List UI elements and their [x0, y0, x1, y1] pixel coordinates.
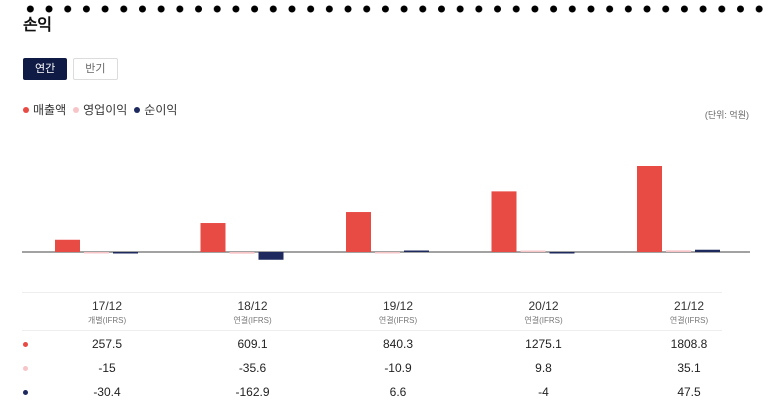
bar-revenue-19-12[interactable]: [346, 212, 371, 252]
operating-profit-dot-icon: [73, 106, 80, 113]
bar-net-income-20-12[interactable]: [549, 252, 575, 254]
bar-operating-profit-20-12[interactable]: [520, 250, 546, 253]
period-label: 19/12: [382, 299, 414, 313]
bar-operating-profit-17-12[interactable]: [84, 252, 109, 254]
legend-label: 영업이익: [83, 103, 128, 117]
value-cell-operating-profit: -10.9: [384, 361, 412, 375]
period-header: 18/12 연결(IFRS): [193, 299, 313, 326]
period-header: 17/12 개별(IFRS): [47, 299, 167, 326]
net-income-dot-icon: [134, 106, 141, 113]
unit-label: (단위: 억원): [704, 110, 749, 120]
bar-net-income-19-12[interactable]: [404, 250, 429, 253]
value-cell-revenue: 1275.1: [525, 337, 562, 351]
accounting-basis-label: 연결(IFRS): [233, 316, 272, 325]
section-title: 손익: [23, 17, 52, 34]
dotted-divider: [21, 4, 773, 14]
period-label: 20/12: [528, 299, 559, 313]
value-cell-revenue: 609.1: [237, 337, 268, 351]
legend-item-revenue: 매출액: [23, 101, 66, 118]
legend-label: 순이익: [144, 103, 178, 117]
value-cell-operating-profit: -35.6: [238, 361, 267, 375]
bar-operating-profit-21-12[interactable]: [666, 250, 691, 252]
value-cell-net-income: -30.4: [93, 385, 121, 399]
value-cell-net-income: -4: [538, 385, 549, 399]
value-cell-net-income: 6.6: [389, 385, 407, 399]
period-label: 21/12: [673, 299, 705, 313]
operating-profit-row-dot-icon: [23, 366, 28, 371]
bar-revenue-17-12[interactable]: [55, 239, 80, 252]
chart-legend: 매출액 영업이익 순이익: [23, 101, 177, 118]
bar-revenue-18-12[interactable]: [200, 223, 226, 252]
value-cell-revenue: 257.5: [91, 337, 123, 351]
accounting-basis-label: 연결(IFRS): [378, 316, 418, 325]
net-income-row-dot-icon: [23, 390, 28, 395]
accounting-basis-label: 연결(IFRS): [524, 316, 563, 325]
period-header: 21/12 연결(IFRS): [629, 299, 749, 326]
revenue-row-dot-icon: [23, 342, 28, 347]
period-label: 17/12: [91, 299, 123, 313]
value-cell-operating-profit: 9.8: [535, 361, 552, 375]
bar-operating-profit-18-12[interactable]: [229, 252, 255, 254]
value-cell-revenue: 840.3: [382, 337, 414, 351]
bar-net-income-21-12[interactable]: [695, 249, 720, 252]
value-cell-net-income: 47.5: [677, 385, 701, 399]
revenue-dot-icon: [23, 106, 29, 113]
value-cell-net-income: -162.9: [235, 385, 270, 399]
bar-chart: [22, 166, 750, 260]
bar-net-income-17-12[interactable]: [113, 252, 138, 254]
period-header: 20/12 연결(IFRS): [484, 299, 604, 326]
tab-half-year[interactable]: 반기: [73, 58, 118, 80]
table-top-divider: [22, 292, 722, 293]
bar-operating-profit-19-12[interactable]: [375, 252, 400, 254]
table-header-divider: [22, 330, 722, 331]
bar-revenue-20-12[interactable]: [491, 191, 517, 252]
value-cell-revenue: 1808.8: [670, 337, 708, 351]
value-cell-operating-profit: -15: [98, 361, 116, 375]
legend-label: 매출액: [33, 103, 67, 117]
period-tabs: 연간 반기: [23, 58, 118, 80]
value-cell-operating-profit: 35.1: [677, 361, 701, 375]
accounting-basis-label: 개별(IFRS): [87, 316, 127, 325]
bar-revenue-21-12[interactable]: [637, 166, 662, 252]
accounting-basis-label: 연결(IFRS): [669, 316, 709, 325]
bar-net-income-18-12[interactable]: [258, 252, 284, 260]
legend-item-operating-profit: 영업이익: [73, 101, 127, 118]
period-header: 19/12 연결(IFRS): [338, 299, 458, 326]
period-label: 18/12: [237, 299, 268, 313]
tab-annual[interactable]: 연간: [23, 58, 68, 80]
legend-item-net-income: 순이익: [134, 101, 177, 118]
